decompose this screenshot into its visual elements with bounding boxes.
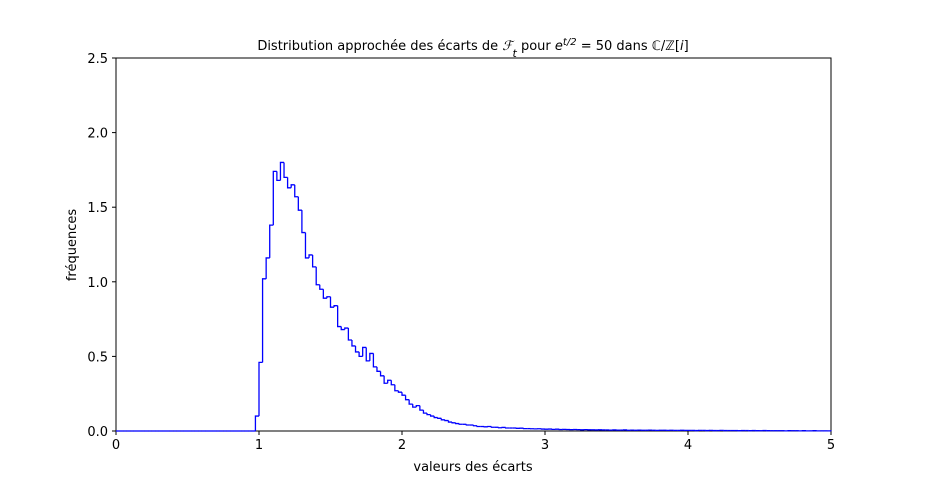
histogram-step bbox=[258, 361, 263, 417]
histogram-step bbox=[315, 266, 320, 286]
histogram-step bbox=[401, 392, 406, 396]
histogram-step bbox=[322, 289, 327, 299]
histogram-step bbox=[347, 328, 352, 341]
histogram-step bbox=[387, 379, 392, 384]
histogram-step bbox=[272, 170, 277, 226]
histogram-step bbox=[265, 257, 270, 279]
x-tick-label: 4 bbox=[684, 438, 692, 453]
histogram-step bbox=[365, 347, 370, 362]
histogram-step bbox=[283, 162, 288, 179]
y-axis-label: fréquences bbox=[65, 209, 80, 282]
histogram-step bbox=[447, 420, 453, 423]
histogram-step bbox=[451, 422, 456, 424]
histogram-step bbox=[444, 419, 449, 422]
histogram-step bbox=[458, 423, 463, 425]
y-tick-label: 2.5 bbox=[87, 52, 108, 67]
title-part: e bbox=[555, 39, 563, 54]
histogram-step bbox=[337, 305, 342, 328]
histogram-step bbox=[326, 296, 331, 299]
histogram-step bbox=[454, 422, 460, 425]
histogram-step bbox=[261, 278, 267, 363]
title-part: ] bbox=[684, 39, 689, 54]
histogram-step bbox=[369, 352, 374, 361]
title-part: t/2 bbox=[563, 37, 577, 48]
x-tick-label: 0 bbox=[112, 438, 120, 453]
histogram-step bbox=[412, 404, 417, 408]
histogram-step bbox=[415, 404, 420, 408]
x-tick-label: 2 bbox=[398, 438, 406, 453]
histogram-step bbox=[429, 414, 435, 417]
histogram-step bbox=[433, 416, 438, 419]
histogram-step bbox=[329, 296, 335, 308]
chart-title: Distribution approchée des écarts de ℱt … bbox=[257, 37, 688, 60]
histogram-step bbox=[286, 177, 292, 189]
x-tick-label: 5 bbox=[827, 438, 835, 453]
histogram-step bbox=[362, 346, 367, 357]
histogram-step bbox=[301, 210, 306, 234]
x-tick-label: 3 bbox=[541, 438, 549, 453]
x-axis-label: valeurs des écarts bbox=[413, 460, 532, 475]
histogram-step bbox=[397, 390, 402, 393]
histogram-step bbox=[269, 224, 274, 258]
histogram-step bbox=[351, 339, 356, 347]
y-tick-label: 2.0 bbox=[87, 127, 108, 142]
histogram-step bbox=[394, 384, 399, 392]
plot-frame bbox=[115, 57, 832, 432]
histogram-step bbox=[344, 327, 349, 330]
histogram-step bbox=[254, 415, 259, 431]
histogram-step bbox=[472, 425, 478, 427]
histogram-step bbox=[419, 405, 424, 411]
histogram-step bbox=[426, 413, 431, 416]
histogram-step bbox=[319, 284, 324, 290]
title-part: t bbox=[513, 47, 518, 60]
histogram-step bbox=[408, 399, 413, 405]
title-part: ℱ bbox=[502, 39, 515, 54]
histogram-step bbox=[422, 410, 428, 414]
histogram-step bbox=[490, 426, 495, 428]
y-tick-label: 1.5 bbox=[87, 201, 108, 216]
histogram-step bbox=[308, 254, 313, 258]
histogram-step bbox=[333, 305, 338, 308]
y-tick-label: 0.0 bbox=[87, 425, 108, 440]
histogram-step bbox=[379, 371, 385, 377]
histogram-step bbox=[476, 425, 481, 428]
histogram-step bbox=[304, 232, 310, 259]
histogram-step bbox=[383, 375, 388, 384]
histogram-step bbox=[294, 184, 299, 198]
histogram-step bbox=[372, 353, 377, 368]
histogram-step bbox=[290, 184, 295, 188]
histogram-step bbox=[276, 171, 281, 181]
histogram-step bbox=[505, 427, 510, 429]
histogram-step bbox=[465, 424, 470, 426]
histogram-step bbox=[437, 417, 442, 419]
histogram-step bbox=[279, 161, 285, 181]
title-part: i bbox=[680, 39, 684, 54]
title-part: Distribution approchée des écarts de bbox=[257, 39, 502, 54]
histogram-step bbox=[390, 380, 395, 386]
histogram-step bbox=[358, 351, 363, 358]
histogram-step bbox=[376, 366, 381, 372]
title-part: = 50 dans ℂ/ℤ[ bbox=[577, 39, 680, 54]
x-tick-label: 1 bbox=[255, 438, 263, 453]
histogram-step bbox=[440, 418, 445, 421]
histogram-step bbox=[354, 345, 360, 353]
histogram-step bbox=[311, 254, 317, 268]
histogram-step bbox=[340, 326, 345, 331]
y-tick-label: 0.5 bbox=[87, 350, 108, 365]
title-part: pour bbox=[517, 39, 555, 54]
histogram-step bbox=[404, 395, 410, 401]
histogram-step bbox=[297, 196, 302, 211]
y-tick-label: 1.0 bbox=[87, 276, 108, 291]
